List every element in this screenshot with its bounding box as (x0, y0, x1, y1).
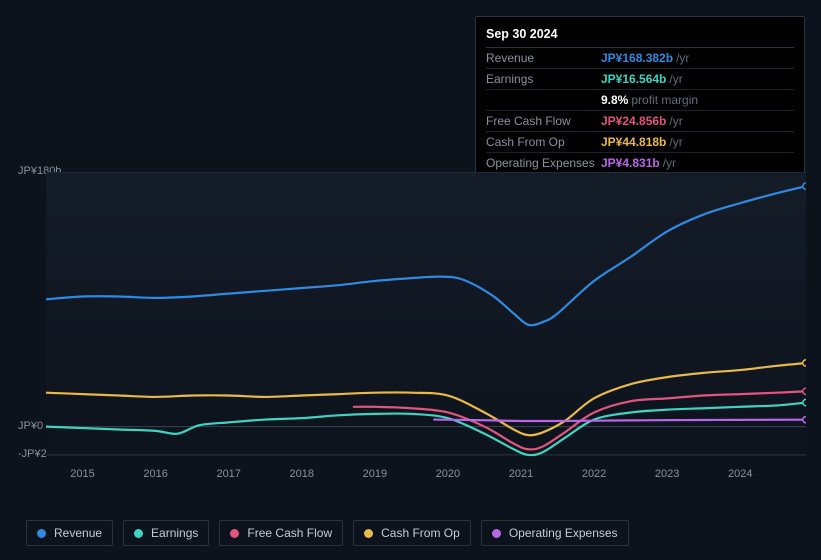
legend-label: Operating Expenses (509, 526, 618, 540)
legend-label: Cash From Op (381, 526, 460, 540)
tooltip-row-suffix: profit margin (631, 93, 698, 107)
tooltip-row-value: JP¥44.818b (601, 135, 666, 149)
legend-item-revenue[interactable]: Revenue (26, 520, 113, 546)
tooltip-row-suffix: /yr (676, 51, 689, 65)
tooltip-row-label: Free Cash Flow (486, 114, 601, 128)
legend-dot-icon (492, 529, 501, 538)
chart-legend: Revenue Earnings Free Cash Flow Cash From O… (26, 520, 629, 546)
x-axis-label: 2021 (509, 468, 533, 480)
tooltip-row-suffix: /yr (669, 135, 682, 149)
x-axis-label: 2019 (363, 468, 387, 480)
legend-dot-icon (364, 529, 373, 538)
x-axis-label: 2017 (216, 468, 240, 480)
tooltip-row-suffix: /yr (669, 114, 682, 128)
tooltip-row-label: Cash From Op (486, 135, 601, 149)
tooltip-row: Cash From OpJP¥44.818b/yr (486, 132, 794, 153)
legend-dot-icon (37, 529, 46, 538)
chart-plot-area[interactable] (18, 172, 806, 462)
legend-label: Earnings (151, 526, 198, 540)
legend-item-cash_from_op[interactable]: Cash From Op (353, 520, 471, 546)
legend-item-earnings[interactable]: Earnings (123, 520, 209, 546)
series-end-marker (803, 399, 806, 405)
legend-item-operating_expenses[interactable]: Operating Expenses (481, 520, 629, 546)
tooltip-row-suffix: /yr (669, 72, 682, 86)
tooltip-row-label (486, 93, 601, 107)
tooltip-row-value: JP¥168.382b (601, 51, 673, 65)
tooltip-row: RevenueJP¥168.382b/yr (486, 48, 794, 69)
legend-item-free_cash_flow[interactable]: Free Cash Flow (219, 520, 343, 546)
x-axis-label: 2015 (70, 468, 94, 480)
series-operating_expenses (433, 420, 806, 421)
tooltip-row: Free Cash FlowJP¥24.856b/yr (486, 111, 794, 132)
legend-label: Free Cash Flow (247, 526, 332, 540)
x-axis-label: 2020 (436, 468, 460, 480)
tooltip-date: Sep 30 2024 (486, 23, 794, 48)
tooltip-row-value: JP¥16.564b (601, 72, 666, 86)
legend-dot-icon (230, 529, 239, 538)
x-axis-label: 2022 (582, 468, 606, 480)
tooltip-row-label: Earnings (486, 72, 601, 86)
x-axis-label: 2024 (728, 468, 752, 480)
tooltip-row: 9.8%profit margin (486, 90, 794, 111)
x-axis-label: 2016 (143, 468, 167, 480)
tooltip-row-label: Revenue (486, 51, 601, 65)
series-end-marker (803, 417, 806, 423)
tooltip-row-value: 9.8% (601, 93, 628, 107)
series-end-marker (803, 388, 806, 394)
tooltip-row-value: JP¥24.856b (601, 114, 666, 128)
legend-label: Revenue (54, 526, 102, 540)
series-end-marker (803, 183, 806, 189)
x-axis-label: 2018 (290, 468, 314, 480)
line-chart: JP¥180bJP¥0-JP¥20b 201520162017201820192… (18, 158, 806, 488)
legend-dot-icon (134, 529, 143, 538)
series-end-marker (803, 360, 806, 366)
tooltip-row: EarningsJP¥16.564b/yr (486, 69, 794, 90)
x-axis-label: 2023 (655, 468, 679, 480)
